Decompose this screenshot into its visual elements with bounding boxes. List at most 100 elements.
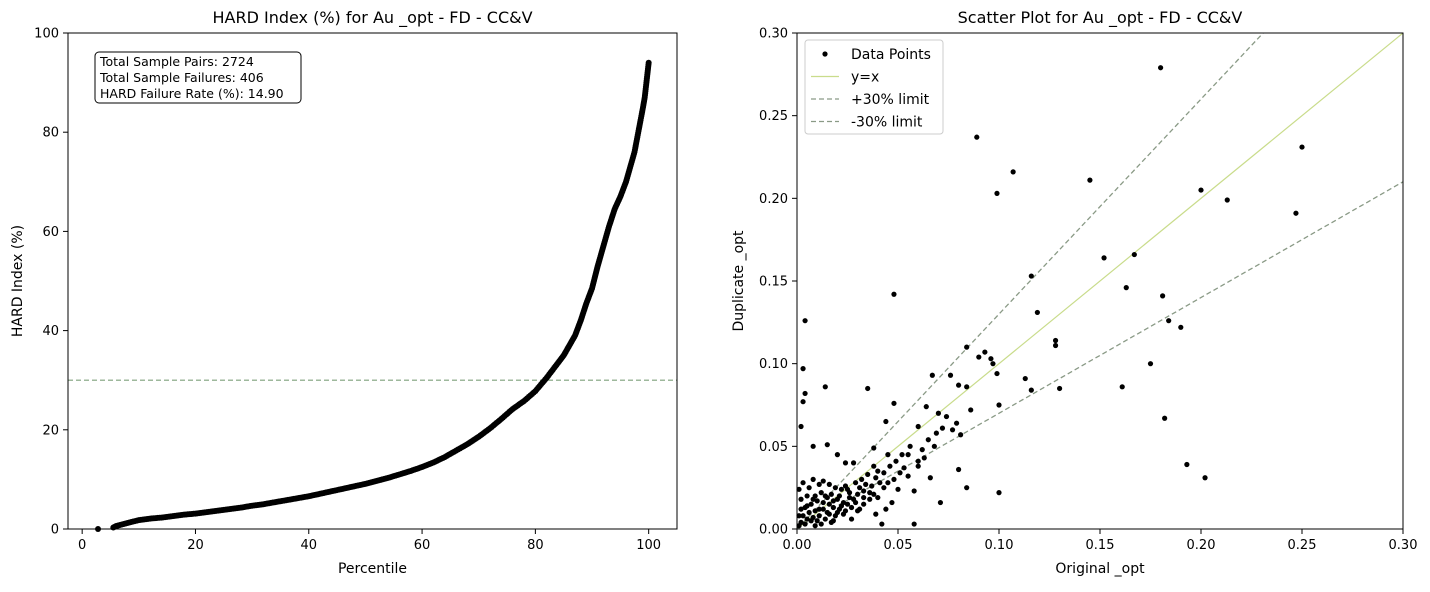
scatter-point bbox=[901, 465, 907, 471]
scatter-point bbox=[1184, 461, 1190, 468]
hard-index-ticks: 0 20 40 60 80 100 0 20 40 60 80 100 bbox=[34, 27, 661, 554]
scatter-point bbox=[915, 423, 921, 430]
scatter-point bbox=[939, 425, 946, 431]
scatter-point bbox=[796, 486, 802, 492]
scatter-point bbox=[982, 349, 988, 355]
scatter-point bbox=[828, 491, 834, 497]
scatter-point bbox=[1166, 318, 1172, 324]
x-tick-label: 0 bbox=[78, 538, 86, 553]
scatter-point bbox=[889, 499, 895, 506]
x-tick-label: 80 bbox=[527, 538, 544, 553]
legend-items: Data Points y=x +30% limit -30% limit bbox=[811, 47, 931, 131]
scatter-point bbox=[800, 513, 806, 519]
scatter-point bbox=[804, 493, 810, 499]
scatter-point bbox=[1010, 169, 1016, 175]
x-tick-label: 100 bbox=[636, 538, 661, 553]
scatter-point bbox=[863, 481, 869, 487]
scatter-x-axis-label: Original _opt bbox=[1055, 561, 1145, 577]
scatter-point bbox=[848, 504, 855, 511]
hard-index-x-axis-label: Percentile bbox=[338, 561, 407, 577]
annotation-box-frame bbox=[94, 51, 302, 104]
scatter-point bbox=[798, 496, 804, 502]
scatter-point bbox=[826, 511, 832, 517]
y-tick-label: 100 bbox=[34, 27, 59, 42]
scatter-point bbox=[861, 494, 867, 501]
scatter-point bbox=[1052, 337, 1059, 344]
scatter-point bbox=[1224, 197, 1230, 203]
scatter-point bbox=[798, 423, 804, 430]
scatter-point bbox=[879, 521, 885, 527]
scatter-point bbox=[905, 452, 911, 458]
x-tick-label: 0.05 bbox=[884, 538, 913, 553]
x-tick-label: 0.25 bbox=[1288, 538, 1317, 553]
y-tick-label: 0 bbox=[51, 523, 59, 538]
scatter-point bbox=[808, 518, 814, 524]
annotation-total-failures: Total Sample Failures: 406 bbox=[99, 70, 264, 85]
scatter-point bbox=[806, 485, 812, 491]
scatter-point bbox=[838, 503, 845, 509]
scatter-point bbox=[881, 485, 887, 491]
scatter-point bbox=[1057, 385, 1063, 392]
scatter-point bbox=[927, 475, 933, 481]
scatter-point bbox=[881, 470, 887, 476]
hard-index-chart-title: HARD Index (%) for Au _opt - FD - CC&V bbox=[212, 8, 532, 28]
scatter-point bbox=[842, 508, 849, 514]
scatter-point bbox=[893, 458, 899, 464]
scatter-point bbox=[1022, 375, 1028, 382]
scatter-point bbox=[990, 361, 996, 367]
scatter-point bbox=[796, 523, 802, 529]
y-tick-label: 40 bbox=[42, 324, 59, 339]
scatter-point bbox=[885, 452, 891, 458]
annotation-total-pairs: Total Sample Pairs: 2724 bbox=[99, 54, 254, 69]
x-tick-label: 0.10 bbox=[985, 538, 1014, 553]
scatter-point bbox=[804, 503, 810, 509]
scatter-point bbox=[852, 480, 859, 486]
scatter-point bbox=[832, 485, 838, 491]
scatter-point bbox=[958, 432, 964, 438]
scatter-point bbox=[814, 518, 820, 524]
scatter-point bbox=[824, 494, 830, 501]
scatter-point bbox=[964, 384, 970, 390]
scatter-point bbox=[846, 494, 853, 501]
scatter-point bbox=[911, 488, 917, 494]
scatter-point bbox=[897, 470, 903, 476]
y-tick-label: 0.15 bbox=[759, 275, 788, 290]
scatter-point bbox=[1123, 285, 1129, 291]
scatter-point bbox=[988, 356, 994, 362]
scatter-point bbox=[891, 400, 897, 406]
scatter-point bbox=[947, 372, 954, 378]
scatter-point bbox=[933, 430, 939, 436]
scatter-point bbox=[826, 481, 832, 487]
scatter-point bbox=[804, 516, 810, 522]
scatter-point bbox=[915, 458, 921, 464]
scatter-point bbox=[923, 404, 929, 410]
scatter-point bbox=[846, 490, 853, 496]
scatter-point bbox=[905, 473, 911, 479]
scatter-point bbox=[877, 480, 883, 486]
scatter-point bbox=[931, 443, 937, 449]
scatter-point bbox=[848, 516, 855, 522]
scatter-point bbox=[964, 344, 970, 350]
scatter-point bbox=[806, 509, 812, 516]
scatter-point bbox=[1131, 251, 1137, 258]
y-tick-label: 0.00 bbox=[759, 523, 788, 538]
legend-label: Data Points bbox=[851, 47, 931, 63]
x-tick-label: 0.00 bbox=[783, 538, 812, 553]
scatter-y-axis-label: Duplicate _opt bbox=[731, 230, 747, 332]
scatter-point bbox=[956, 466, 962, 473]
x-tick-label: 20 bbox=[187, 538, 204, 553]
y-tick-label: 80 bbox=[42, 126, 59, 141]
limit-line bbox=[796, 181, 1404, 530]
scatter-point bbox=[852, 499, 859, 506]
scatter-point bbox=[873, 475, 879, 481]
scatter-point bbox=[883, 418, 889, 425]
x-tick-label: 0.30 bbox=[1389, 538, 1418, 553]
scatter-point bbox=[883, 506, 889, 512]
scatter-point bbox=[824, 442, 830, 448]
legend-label: y=x bbox=[851, 70, 879, 86]
scatter-point bbox=[949, 427, 956, 433]
scatter-point bbox=[871, 445, 877, 451]
scatter-point bbox=[857, 485, 863, 491]
scatter-point bbox=[867, 496, 873, 502]
scatter-point bbox=[921, 455, 927, 461]
